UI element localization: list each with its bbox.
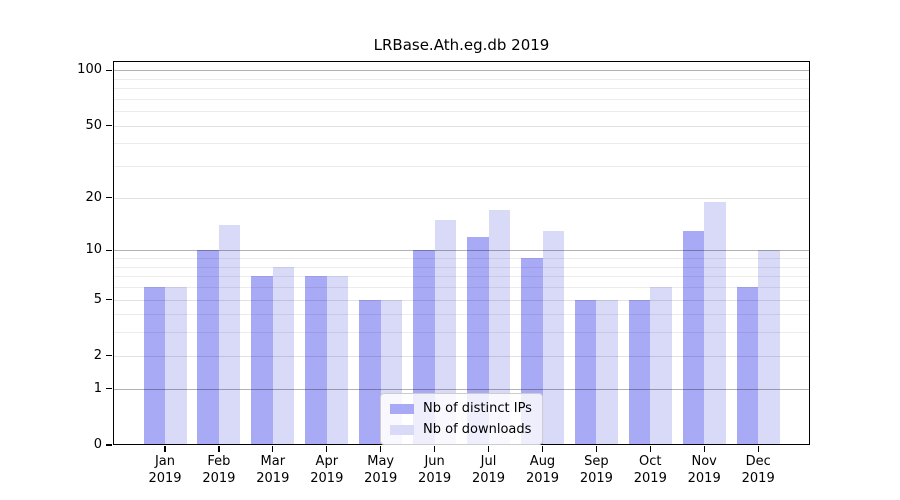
y-tick-5 — [106, 298, 112, 301]
bar-jan-distinct-ips — [143, 287, 165, 445]
x-tick-label-jun: Jun 2019 — [418, 454, 452, 486]
x-tick-label-mar: Mar 2019 — [256, 454, 290, 486]
x-tick-label-apr: Apr 2019 — [310, 454, 344, 486]
bar-mar-distinct-ips — [251, 276, 273, 445]
x-tick-label-may: May 2019 — [364, 454, 398, 486]
y-tick-1 — [106, 388, 112, 390]
y-tick-label-2: 2 — [93, 347, 102, 363]
x-tick-oct — [649, 445, 651, 452]
gridline-60 — [113, 111, 810, 113]
bar-feb-downloads — [218, 225, 241, 445]
plot-area: 0 1 2 5 10 20 50 100 Jan 2019 Feb 2019 Mar 2019 Apr 201… — [77, 61, 810, 486]
bar-sep-downloads — [596, 299, 618, 445]
gridline-40 — [113, 143, 810, 145]
x-tick-jan — [164, 445, 166, 452]
y-tick-label-10: 10 — [85, 242, 102, 258]
gridline-30 — [113, 166, 810, 168]
bar-oct-distinct-ips — [628, 299, 651, 445]
x-tick-label-jul: Jul 2019 — [471, 454, 506, 486]
x-tick-dec — [757, 445, 759, 452]
y-tick-10 — [106, 249, 112, 251]
y-tick-label-100: 100 — [77, 62, 102, 78]
x-tick-apr — [326, 445, 328, 452]
x-tick-sep — [595, 445, 598, 452]
x-tick-label-jan: Jan 2019 — [148, 454, 182, 486]
legend-row-downloads: Nb of downloads — [390, 422, 532, 437]
gridlines-layer — [113, 61, 810, 445]
bar-aug-downloads — [542, 230, 564, 445]
gridline-2 — [113, 355, 810, 357]
x-tick-aug — [541, 445, 544, 452]
gridline-20 — [113, 197, 810, 199]
gridline-90 — [113, 78, 810, 80]
y-tick-2 — [106, 355, 112, 357]
y-tick-label-1: 1 — [93, 380, 102, 396]
gridline-80 — [113, 88, 810, 90]
gridline-4 — [113, 314, 810, 316]
legend-swatch-downloads — [390, 424, 414, 435]
bar-may-distinct-ips — [359, 299, 381, 445]
gridline-6 — [113, 287, 810, 288]
bar-sep-distinct-ips — [574, 299, 597, 445]
gridline-7 — [113, 276, 810, 278]
x-tick-label-nov: Nov 2019 — [687, 454, 721, 486]
y-tick-20 — [106, 197, 112, 199]
bar-apr-distinct-ips — [305, 276, 327, 445]
bar-dec-distinct-ips — [736, 287, 759, 445]
bar-dec-downloads — [758, 250, 780, 445]
x-tick-nov — [703, 445, 705, 452]
x-tick-feb — [218, 445, 220, 452]
legend-label-distinct-ips: Nb of distinct IPs — [423, 401, 532, 416]
gridline-8 — [113, 266, 810, 268]
legend-swatch-distinct-ips — [390, 403, 414, 414]
legend-row-distinct-ips: Nb of distinct IPs — [390, 401, 532, 416]
bar-nov-downloads — [704, 201, 726, 445]
y-tick-label-50: 50 — [85, 117, 102, 133]
x-tick-may — [380, 445, 382, 452]
gridline-9 — [113, 258, 810, 259]
gridline-50 — [113, 125, 810, 127]
gridline-10 — [113, 250, 810, 252]
y-tick-label-5: 5 — [93, 291, 102, 307]
y-tick-0 — [106, 444, 112, 446]
legend: Nb of distinct IPs Nb of downloads — [380, 393, 543, 445]
chart-title: LRBase.Ath.eg.db 2019 — [373, 36, 550, 54]
x-tick-label-oct: Oct 2019 — [633, 454, 667, 486]
gridline-3 — [113, 332, 810, 334]
x-tick-jun — [433, 445, 436, 452]
x-tick-label-sep: Sep 2019 — [579, 454, 613, 486]
axis-ticks-layer: 0 1 2 5 10 20 50 100 Jan 2019 Feb 2019 Mar 2019 Apr 201… — [77, 61, 810, 486]
y-tick-100 — [106, 69, 112, 71]
bar-jul-downloads — [488, 210, 510, 445]
y-tick-50 — [106, 125, 112, 127]
x-tick-jul — [487, 445, 490, 452]
bar-nov-distinct-ips — [682, 230, 705, 445]
gridline-1 — [113, 388, 810, 390]
y-tick-label-0: 0 — [93, 437, 102, 452]
y-tick-label-20: 20 — [85, 189, 102, 205]
gridline-70 — [113, 98, 810, 100]
bar-feb-distinct-ips — [197, 250, 219, 445]
gridline-5 — [113, 299, 810, 301]
x-tick-label-feb: Feb 2019 — [202, 454, 236, 486]
bar-apr-downloads — [326, 276, 349, 445]
gridline-100 — [113, 70, 810, 72]
bar-mar-downloads — [272, 266, 295, 445]
x-tick-mar — [272, 445, 274, 452]
x-tick-label-aug: Aug 2019 — [525, 454, 560, 486]
x-tick-label-dec: Dec 2019 — [741, 454, 775, 486]
legend-label-downloads: Nb of downloads — [423, 422, 532, 437]
bar-oct-downloads — [650, 287, 672, 445]
bar-jan-downloads — [165, 287, 187, 445]
bar-jun-downloads — [434, 219, 457, 445]
bar-jul-distinct-ips — [467, 236, 489, 445]
